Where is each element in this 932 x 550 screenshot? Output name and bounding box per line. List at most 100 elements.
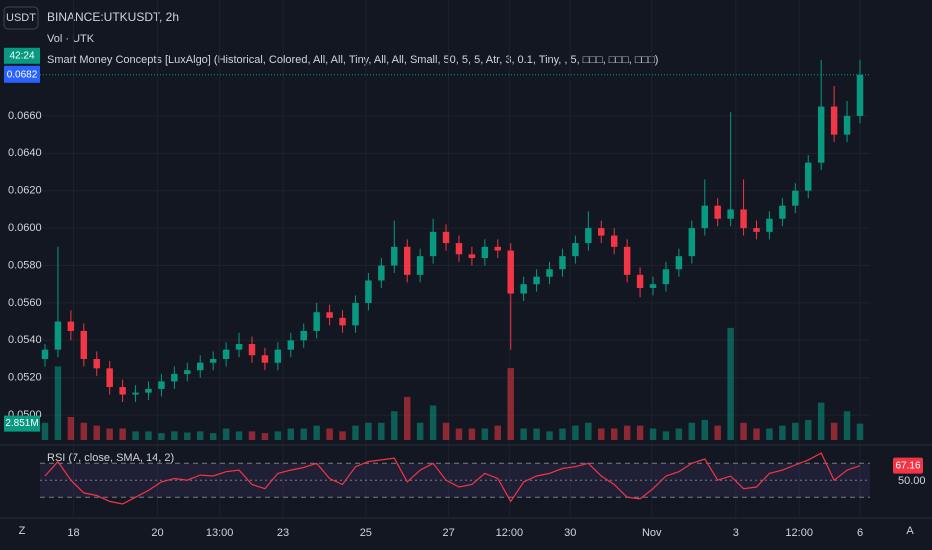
candle-body — [636, 274, 644, 288]
candle-body — [598, 228, 605, 236]
volume-bar — [856, 423, 864, 440]
volume-bar — [184, 432, 191, 440]
candle-body — [610, 235, 618, 247]
candle-body — [67, 321, 75, 331]
candle-body — [429, 231, 437, 257]
y-tick-label: 0.0660 — [8, 110, 42, 122]
candle-body — [753, 228, 760, 232]
candle-body — [675, 256, 683, 270]
y-tick-label: 0.0520 — [8, 372, 42, 384]
candle-body — [727, 209, 734, 219]
auto-scale-button[interactable]: A — [906, 525, 914, 537]
currency-button-label[interactable]: USDT — [6, 12, 36, 24]
volume-bar — [572, 425, 579, 440]
volume-bar — [391, 411, 398, 440]
candle-body — [766, 218, 773, 232]
candle-body — [585, 228, 592, 244]
volume-bar — [546, 431, 553, 440]
candle-body — [688, 228, 696, 257]
candle-body — [145, 388, 152, 393]
volume-bar — [222, 428, 230, 440]
volume-bar — [235, 431, 243, 440]
x-tick-label: 12:00 — [496, 527, 524, 539]
volume-bar — [261, 433, 269, 440]
volume-bar — [209, 433, 217, 440]
volume-bar — [598, 428, 605, 440]
volume-bar — [80, 422, 88, 440]
candle-body — [197, 362, 204, 371]
candle-body — [326, 312, 333, 318]
candle-body — [235, 344, 243, 350]
rsi-value-label: 67.16 — [895, 460, 920, 471]
candle-body — [714, 205, 721, 219]
volume-bar — [352, 425, 359, 440]
timezone-button[interactable]: Z — [19, 525, 26, 537]
x-tick-label: 6 — [857, 527, 863, 539]
volume-bar — [93, 425, 100, 440]
volume-bar — [481, 428, 489, 440]
volume-bar — [714, 425, 721, 440]
rsi-value-box — [893, 457, 923, 474]
candle-body — [455, 243, 463, 255]
y-tick-label: 0.0560 — [8, 297, 42, 309]
volume-value-label: 2.851M — [5, 418, 38, 429]
candle-body — [649, 284, 657, 288]
symbol-title: BINANCE:UTKUSDT, 2h — [47, 10, 179, 24]
volume-bar — [520, 428, 527, 440]
volume-bar — [533, 428, 540, 440]
y-tick-label: 0.0640 — [8, 147, 42, 159]
candle-body — [830, 106, 838, 135]
candle-body — [481, 246, 489, 259]
volume-bar — [585, 422, 592, 440]
candle-body — [843, 115, 851, 135]
candle-body — [209, 358, 217, 363]
volume-bar — [378, 422, 385, 440]
volume-bar — [171, 431, 178, 440]
volume-bar — [610, 428, 618, 440]
y-tick-label: 0.0600 — [8, 222, 42, 234]
candle-body — [507, 250, 514, 294]
volume-bar — [649, 428, 657, 440]
candle-body — [132, 392, 139, 395]
volume-bar — [119, 428, 126, 440]
candle-body — [391, 246, 398, 266]
candle-body — [701, 205, 708, 229]
currency-button[interactable] — [3, 6, 39, 30]
candle-body — [300, 330, 307, 341]
candle-body — [559, 256, 566, 270]
volume-bar — [805, 419, 812, 440]
candle-body — [248, 344, 256, 356]
x-tick-label: 3 — [733, 527, 739, 539]
volume-bar — [662, 431, 670, 440]
candle-body — [93, 358, 100, 369]
candle-body — [403, 246, 411, 275]
candle-body — [339, 317, 346, 326]
volume-bar — [197, 431, 204, 440]
x-tick-label: 25 — [360, 527, 372, 539]
candle-body — [378, 265, 385, 281]
candle-body — [313, 312, 320, 331]
candle-body — [80, 330, 88, 359]
volume-bar — [313, 425, 320, 440]
candle-body — [352, 302, 359, 326]
last-price-box — [4, 65, 40, 83]
volume-bar — [779, 425, 786, 440]
candle-body — [792, 190, 799, 206]
candle-body — [805, 162, 812, 191]
candle-body — [468, 254, 476, 259]
countdown-label: 42:24 — [9, 50, 34, 61]
volume-bar — [830, 422, 838, 440]
candle-body — [442, 231, 450, 244]
volume-bar — [636, 425, 644, 440]
volume-bar — [248, 431, 256, 440]
volume-bar — [494, 425, 502, 440]
candle-body — [779, 205, 786, 219]
volume-bar — [67, 417, 75, 440]
volume-bar — [468, 428, 476, 440]
volume-bar — [365, 422, 372, 440]
candle-body — [119, 387, 126, 395]
candle-body — [533, 276, 540, 285]
x-tick-label: Nov — [642, 527, 662, 539]
